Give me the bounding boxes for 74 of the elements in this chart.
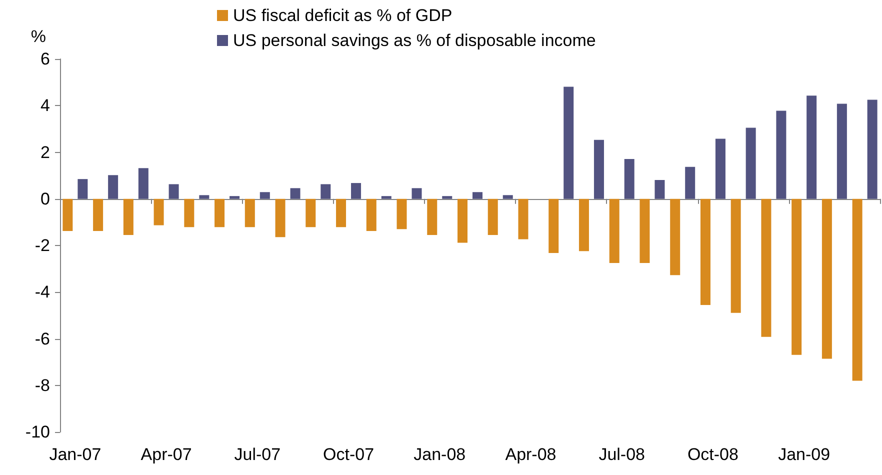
bar <box>640 198 650 263</box>
bar <box>746 128 756 199</box>
bar <box>244 198 255 228</box>
bar <box>761 198 772 337</box>
bar <box>290 188 300 199</box>
y-tick-label: -6 <box>34 329 50 348</box>
bar <box>154 198 164 226</box>
bar <box>184 198 194 228</box>
bar <box>458 198 468 243</box>
bar <box>396 198 407 230</box>
bar <box>472 192 482 199</box>
bar <box>351 183 362 199</box>
bar <box>867 100 878 199</box>
legend-label: US fiscal deficit as % of GDP <box>233 6 452 25</box>
bar <box>852 198 862 381</box>
bar <box>488 198 498 236</box>
bar <box>518 198 528 240</box>
bar <box>715 138 726 199</box>
bar <box>624 159 634 199</box>
bar <box>108 175 118 199</box>
bar <box>670 198 680 276</box>
bar <box>412 188 422 199</box>
bar <box>123 198 134 236</box>
y-tick-label: -4 <box>34 282 50 302</box>
bar <box>442 196 452 199</box>
bar <box>168 184 179 199</box>
bar <box>62 198 73 232</box>
y-tick-label: 4 <box>40 96 50 116</box>
bar <box>548 198 559 253</box>
bar <box>320 184 331 199</box>
x-tick-label: Jul-07 <box>234 445 281 464</box>
bar <box>138 168 148 199</box>
bar <box>654 180 665 199</box>
bar <box>578 198 589 252</box>
legend-label: US personal savings as % of disposable income <box>233 31 596 50</box>
bar <box>792 198 802 355</box>
y-tick-label: 6 <box>40 50 50 68</box>
bar <box>776 110 786 199</box>
y-tick-label: -10 <box>25 422 50 442</box>
bar <box>78 179 88 199</box>
x-tick-label: Apr-08 <box>505 445 556 464</box>
bar <box>685 166 696 199</box>
bar <box>336 198 346 228</box>
y-tick-label: 0 <box>40 189 50 208</box>
x-tick-label: Jan-08 <box>414 445 466 464</box>
bar <box>93 198 104 232</box>
bar <box>822 198 832 359</box>
bar <box>199 195 210 199</box>
x-tick-label: Jul-08 <box>598 445 646 464</box>
bar <box>230 196 240 199</box>
y-tick-label: 2 <box>40 142 50 162</box>
x-tick-label: Oct-07 <box>323 445 374 464</box>
y-axis-title: % <box>30 27 46 46</box>
bar <box>381 196 392 199</box>
bar <box>730 198 741 313</box>
bar <box>609 198 620 263</box>
bar <box>700 198 710 305</box>
y-tick-label: -2 <box>34 236 50 255</box>
x-tick-label: Jan-07 <box>49 445 102 464</box>
bar <box>564 86 574 199</box>
x-tick-label: Apr-07 <box>140 445 192 464</box>
bar <box>306 198 316 228</box>
bar <box>214 198 225 228</box>
bar <box>366 198 376 232</box>
bar <box>594 140 604 199</box>
x-tick-label: Jan-09 <box>778 445 830 464</box>
y-tick-label: -8 <box>34 376 50 395</box>
x-tick-label: Oct-08 <box>687 445 738 464</box>
bar <box>427 198 438 236</box>
bar <box>502 195 513 199</box>
bar <box>275 198 286 238</box>
bar <box>836 104 847 199</box>
bar <box>260 192 270 199</box>
bar <box>806 96 817 199</box>
